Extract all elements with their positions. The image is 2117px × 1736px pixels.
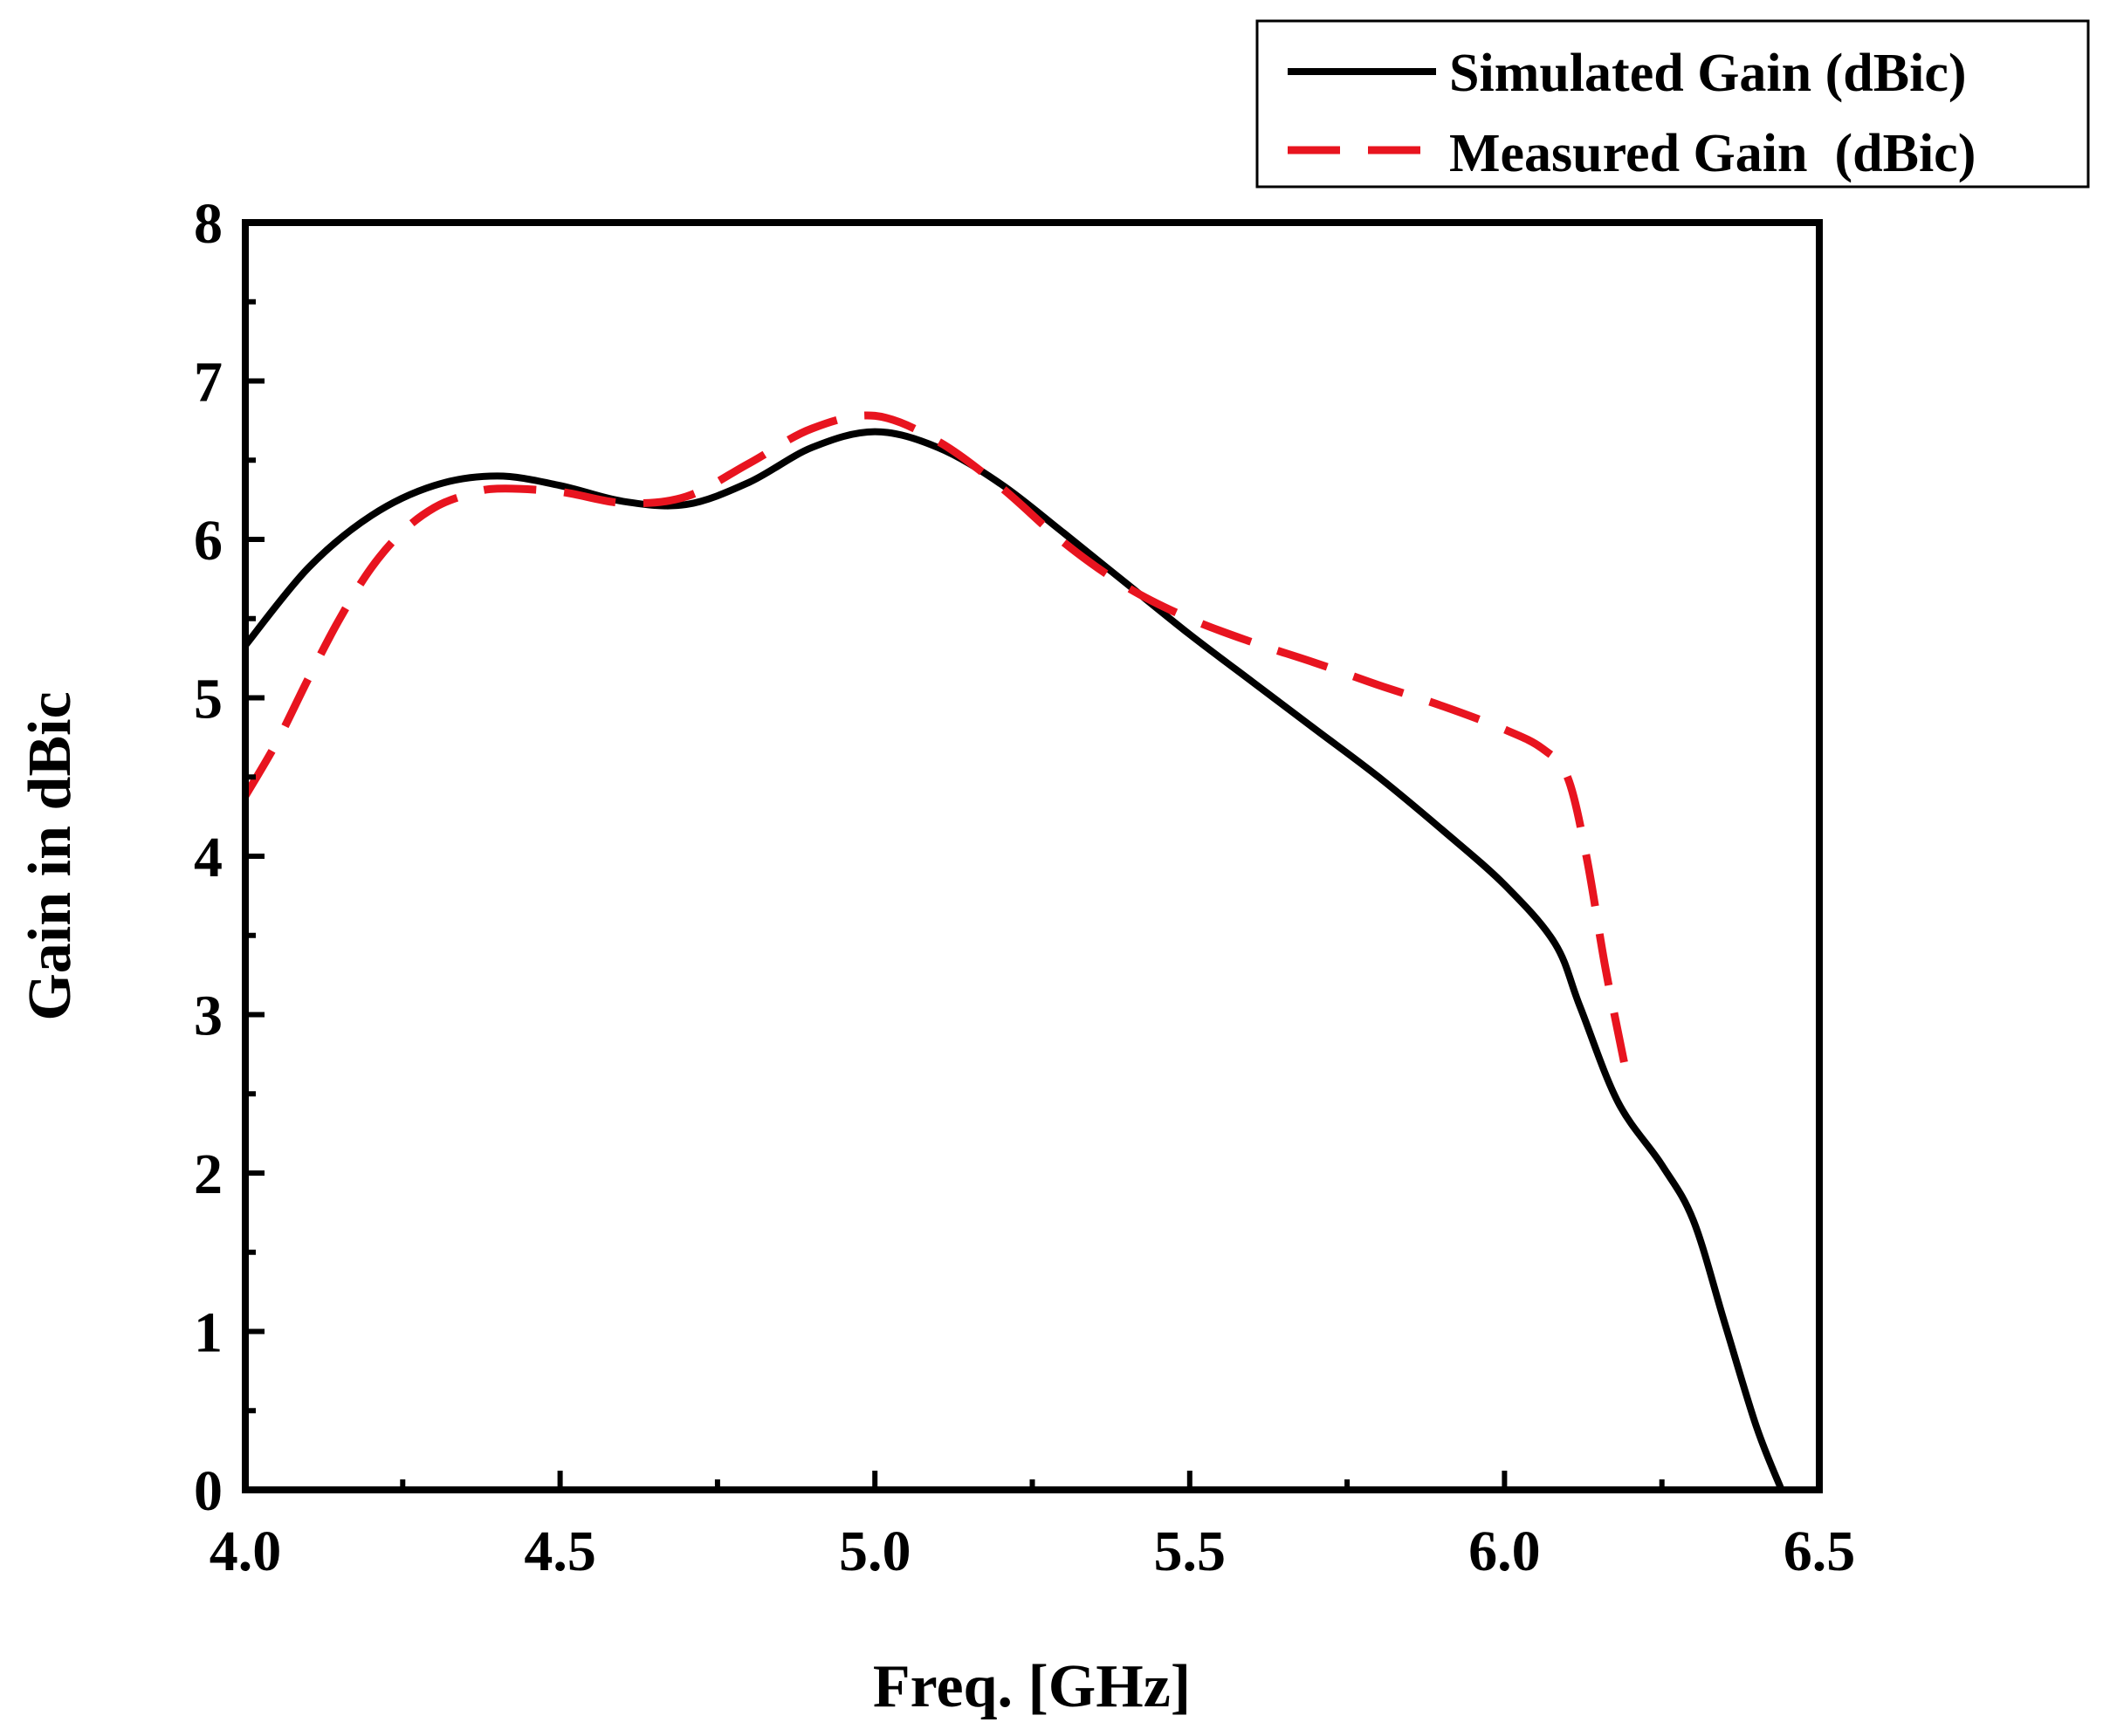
x-tick-label: 6.0 bbox=[1468, 1520, 1541, 1583]
x-tick-label: 4.5 bbox=[524, 1520, 596, 1583]
x-tick-label: 5.5 bbox=[1154, 1520, 1227, 1583]
y-tick-label: 3 bbox=[194, 985, 223, 1048]
series-line-measured bbox=[242, 411, 1628, 1063]
legend-label-simulated: Simulated Gain (dBic) bbox=[1449, 44, 1967, 103]
legend-box bbox=[1255, 19, 2090, 189]
y-tick-label: 0 bbox=[194, 1459, 223, 1523]
y-tick-label: 2 bbox=[194, 1142, 223, 1206]
ticks-layer: 4.0 4.5 5.0 5.5 6.0 6.5 0 1 2 3 4 5 6 7 8 bbox=[194, 192, 1855, 1583]
y-tick-label: 7 bbox=[194, 351, 223, 415]
x-tick-label: 6.5 bbox=[1784, 1520, 1856, 1583]
y-tick-label: 1 bbox=[194, 1301, 223, 1365]
y-tick-label: 5 bbox=[194, 668, 223, 731]
x-tick-label: 5.0 bbox=[839, 1520, 911, 1583]
series-line-simulated bbox=[242, 428, 1785, 1492]
y-axis-title: Gain in dBic bbox=[17, 691, 84, 1020]
legend-label-measured: Measured Gain (dBic) bbox=[1449, 124, 1976, 183]
legend: Simulated Gain (dBic) Measured Gain (dBi… bbox=[1255, 19, 2090, 189]
y-tick-label: 8 bbox=[194, 192, 223, 256]
series-layer bbox=[242, 411, 1785, 1492]
y-tick-label: 4 bbox=[194, 826, 223, 889]
y-tick-label: 6 bbox=[194, 509, 223, 573]
x-axis-title: Freq. [GHz] bbox=[873, 1653, 1191, 1720]
plot-frame bbox=[242, 219, 1823, 1493]
x-tick-label: 4.0 bbox=[210, 1520, 282, 1583]
